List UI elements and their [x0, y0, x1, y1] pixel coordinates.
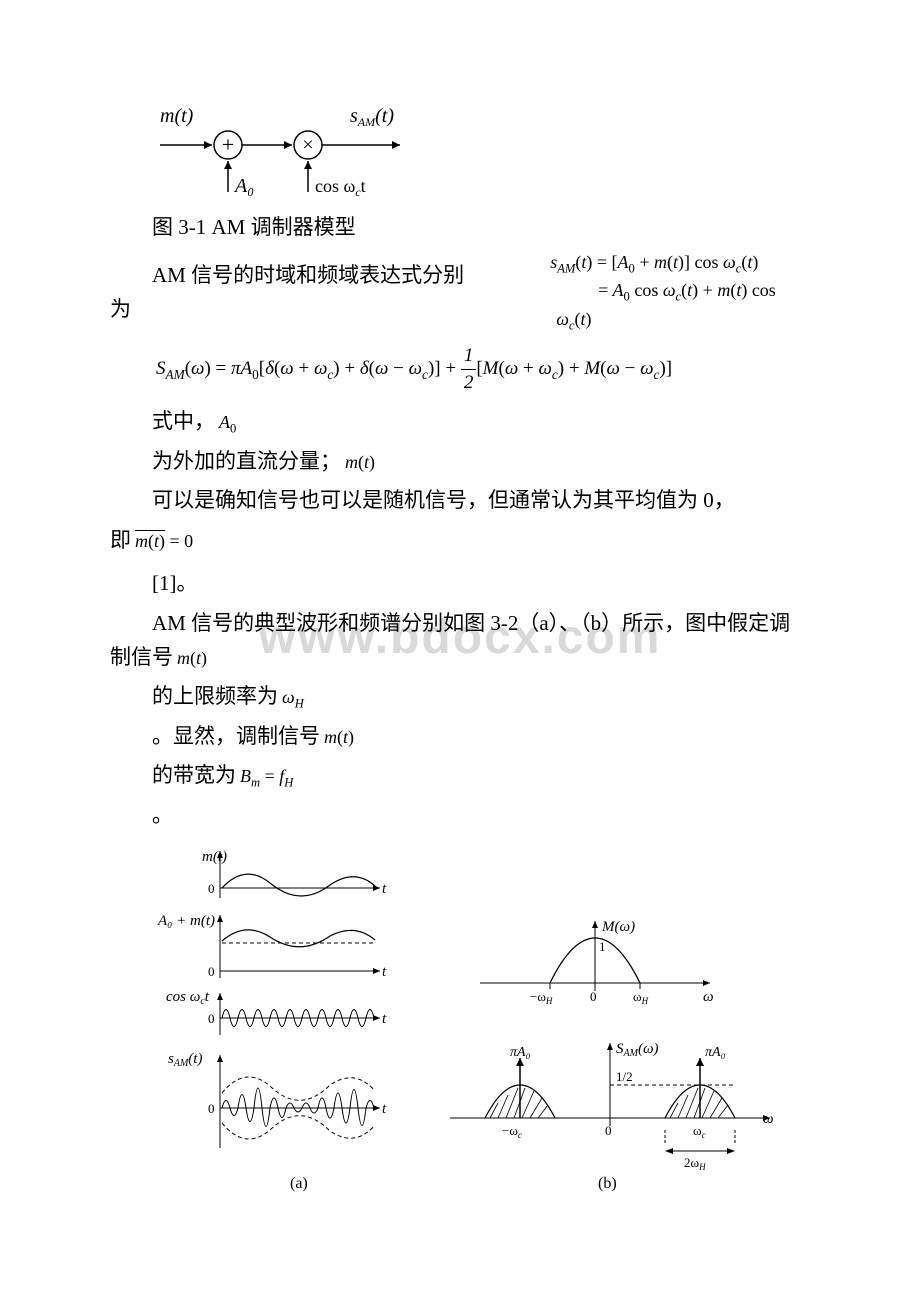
- svg-text:0: 0: [208, 1101, 215, 1116]
- svg-text:1/2: 1/2: [616, 1069, 633, 1084]
- svg-text:ωH: ωH: [633, 989, 649, 1006]
- add-symbol: +: [222, 132, 234, 157]
- page-content: m(t) + A₀ × cos ωct sAM(t) 图 3-1: [110, 100, 810, 1223]
- svg-text:t: t: [382, 1011, 387, 1027]
- plot-Mw: M(ω) 1 −ωH 0 ωH ω: [480, 919, 714, 1006]
- txt-ji: 即: [110, 528, 131, 552]
- figure-3-1-diagram: m(t) + A₀ × cos ωct sAM(t): [150, 100, 810, 211]
- caption-a: (a): [290, 1175, 308, 1192]
- svg-text:πA₀: πA₀: [705, 1045, 726, 1060]
- caption-b: (b): [598, 1175, 617, 1192]
- label-mt: m(t): [160, 105, 194, 127]
- line-upper-freq: 的上限频率为ωH: [110, 680, 810, 714]
- txt-xianran: 。显然，调制信号: [152, 724, 320, 748]
- plot-mt: m(t) 0 t: [202, 849, 387, 898]
- plot-a0mt: A₀ + m(t) 0 t: [157, 913, 387, 980]
- txt-shizhong: 式中，: [152, 409, 215, 433]
- caption-3-1: 图 3-1 AM 调制器模型: [110, 211, 810, 245]
- svg-text:0: 0: [208, 881, 215, 896]
- plot-SAMw: SAM(ω) πA₀ −ωc πA₀: [450, 1041, 774, 1172]
- svg-text:0: 0: [605, 1123, 612, 1138]
- eq-freq-domain: SAM(ω) = πA0[δ(ω + ωc) + δ(ω − ωc)] + 12…: [156, 358, 672, 379]
- svg-text:A₀ + m(t): A₀ + m(t): [157, 913, 215, 929]
- svg-text:sAM(t): sAM(t): [168, 1051, 202, 1069]
- eq-time-domain: sAM(t) = [A0 + m(t)] cos ωc(t) = A0 cos …: [508, 250, 810, 335]
- period-line: 。: [110, 799, 810, 833]
- svg-text:t: t: [382, 1101, 387, 1117]
- line-mean-zero: 即m(t) = 0: [110, 524, 810, 558]
- svg-text:0: 0: [208, 964, 215, 979]
- line-bandwidth: 的带宽为Bm = fH: [110, 759, 810, 793]
- line-random: 可以是确知信号也可以是随机信号，但通常认为其平均值为 0，: [110, 484, 810, 518]
- txt-dc: 为外加的直流分量；: [152, 449, 341, 473]
- line-shizhong: 式中，A0: [110, 405, 810, 439]
- svg-text:m(t): m(t): [202, 849, 227, 865]
- svg-text:ω: ω: [763, 1111, 774, 1127]
- line-am-expr: AM 信号的时域和频域表达式分别为: [110, 259, 478, 326]
- line-dc: 为外加的直流分量；m(t): [110, 445, 810, 479]
- svg-text:−ωc: −ωc: [502, 1123, 522, 1140]
- svg-text:2ωH: 2ωH: [684, 1155, 706, 1172]
- svg-text:ωc: ωc: [693, 1123, 706, 1140]
- label-carrier: cos ωct: [315, 176, 366, 199]
- svg-text:πA₀: πA₀: [510, 1045, 531, 1060]
- mul-symbol: ×: [302, 134, 313, 156]
- txt-bw: 的带宽为: [152, 763, 236, 787]
- label-A0: A₀: [233, 175, 254, 197]
- ref-bracket: [1]。: [110, 567, 810, 601]
- txt-upper: 的上限频率为: [152, 684, 278, 708]
- svg-text:t: t: [382, 964, 387, 980]
- label-sam: sAM(t): [350, 105, 394, 129]
- svg-text:0: 0: [590, 989, 597, 1004]
- txt-fig32: AM 信号的典型波形和频谱分别如图 3-2（a）、（b）所示，图中假定调制信号: [110, 611, 790, 669]
- plot-samt: sAM(t) 0 t: [168, 1051, 387, 1148]
- svg-text:SAM(ω): SAM(ω): [616, 1041, 659, 1059]
- line-xianran: 。显然，调制信号m(t): [110, 720, 810, 754]
- svg-text:0: 0: [208, 1011, 215, 1026]
- svg-text:cos ωct: cos ωct: [166, 989, 210, 1007]
- svg-text:t: t: [382, 881, 387, 897]
- plot-coswct: cos ωct 0 t: [166, 989, 387, 1035]
- svg-text:1: 1: [599, 939, 606, 954]
- svg-text:−ωH: −ωH: [530, 989, 553, 1006]
- line-fig32-intro: AM 信号的典型波形和频谱分别如图 3-2（a）、（b）所示，图中假定调制信号m…: [110, 607, 810, 674]
- svg-text:M(ω): M(ω): [601, 919, 635, 935]
- svg-text:ω: ω: [703, 989, 714, 1005]
- modulator-svg: m(t) + A₀ × cos ωct sAM(t): [150, 100, 450, 200]
- figure-3-2: m(t) 0 t A₀ + m(t) 0 t: [150, 843, 810, 1224]
